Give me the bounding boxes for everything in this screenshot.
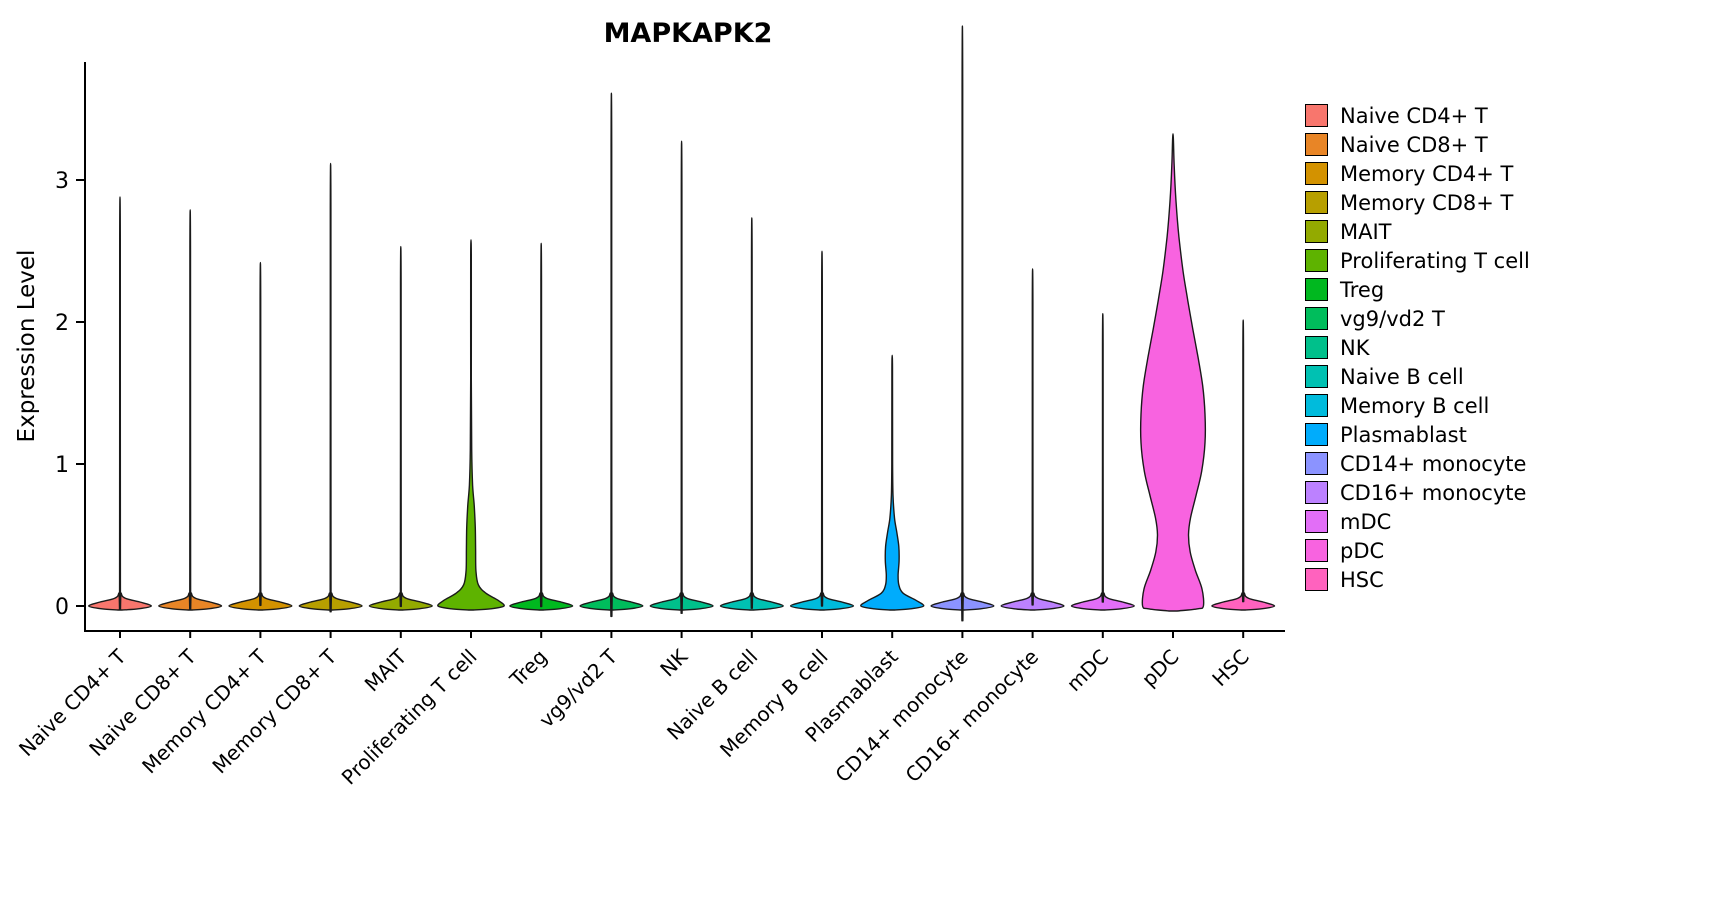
violin-proliferating-t-cell [437, 239, 505, 611]
x-tick-label: Memory CD4+ T [137, 644, 271, 778]
legend-label: pDC [1340, 538, 1385, 563]
legend-label: Memory CD8+ T [1340, 190, 1514, 215]
y-tick-label: 0 [55, 595, 69, 620]
y-axis-label: Expression Level [14, 250, 40, 443]
legend-swatch [1305, 481, 1328, 504]
x-tick-label: pDC [1137, 645, 1184, 692]
legend-item: vg9/vd2 T [1305, 304, 1530, 333]
violin-cd16-monocyte [1000, 268, 1065, 611]
legend-item: CD16+ monocyte [1305, 478, 1530, 507]
legend-label: mDC [1340, 509, 1392, 534]
legend-label: vg9/vd2 T [1340, 306, 1445, 331]
x-tick-label: vg9/vd2 T [534, 644, 622, 732]
violin-naive-cd8-t [158, 209, 223, 611]
violin-mdc [1070, 313, 1135, 611]
violin-mait [368, 245, 433, 611]
legend-item: Naive CD4+ T [1305, 101, 1530, 130]
legend-item: Memory CD4+ T [1305, 159, 1530, 188]
axes [76, 62, 1285, 638]
x-tick-label: NK [655, 644, 692, 681]
legend-item: Plasmablast [1305, 420, 1530, 449]
legend-item: NK [1305, 333, 1530, 362]
legend-swatch [1305, 510, 1328, 533]
y-axis-tick-labels: 0 1 2 3 [55, 169, 69, 620]
legend-swatch [1305, 162, 1328, 185]
x-tick-label: Treg [504, 645, 551, 692]
legend-item: Memory CD8+ T [1305, 188, 1530, 217]
legend-label: Memory CD4+ T [1340, 161, 1514, 186]
legend-swatch [1305, 307, 1328, 330]
violin-memory-cd8-t [298, 162, 363, 613]
legend-swatch [1305, 336, 1328, 359]
legend-label: Proliferating T cell [1340, 248, 1530, 273]
legend-swatch [1305, 365, 1328, 388]
legend-swatch [1305, 452, 1328, 475]
violin-pdc [1139, 133, 1207, 612]
legend-item: mDC [1305, 507, 1530, 536]
legend-label: Treg [1340, 277, 1385, 302]
legend-swatch [1305, 249, 1328, 272]
legend-label: Naive CD4+ T [1340, 103, 1488, 128]
legend-label: Naive B cell [1340, 364, 1464, 389]
legend-label: HSC [1340, 567, 1384, 592]
legend-item: Naive B cell [1305, 362, 1530, 391]
y-tick-label: 3 [55, 169, 69, 194]
legend-swatch [1305, 133, 1328, 156]
legend-swatch [1305, 539, 1328, 562]
violin-plasmablast [860, 354, 925, 611]
violin-memory-b-cell [789, 250, 855, 611]
violin-vg9-vd2-t [579, 92, 644, 617]
legend-label: CD14+ monocyte [1340, 451, 1527, 476]
x-tick-label: HSC [1207, 645, 1253, 691]
legend-item: HSC [1305, 565, 1530, 594]
legend-swatch [1305, 278, 1328, 301]
legend-label: Naive CD8+ T [1340, 132, 1488, 157]
legend-label: Plasmablast [1340, 422, 1467, 447]
x-tick-label: Proliferating T cell [337, 645, 482, 790]
legend-swatch [1305, 394, 1328, 417]
violin-cd14-monocyte [930, 25, 995, 622]
legend-swatch [1305, 423, 1328, 446]
legend-label: Memory B cell [1340, 393, 1490, 418]
legend-swatch [1305, 104, 1328, 127]
violin-nk [649, 140, 714, 614]
y-tick-label: 2 [55, 311, 69, 336]
x-tick-label: mDC [1062, 645, 1114, 697]
legend-item: Memory B cell [1305, 391, 1530, 420]
x-tick-label: MAIT [360, 644, 412, 696]
violin-memory-cd4-t [228, 261, 293, 611]
violin-hsc [1211, 319, 1276, 611]
chart-title: MAPKAPK2 [604, 18, 773, 49]
x-tick-label: CD16+ monocyte [901, 645, 1044, 788]
violin-naive-b-cell [719, 217, 784, 611]
legend-item: CD14+ monocyte [1305, 449, 1530, 478]
legend-swatch [1305, 191, 1328, 214]
legend-item: MAIT [1305, 217, 1530, 246]
x-tick-label: Memory CD8+ T [207, 644, 341, 778]
legend-item: Naive CD8+ T [1305, 130, 1530, 159]
legend: Naive CD4+ T Naive CD8+ T Memory CD4+ T Mem… [1305, 101, 1530, 594]
legend-swatch [1305, 568, 1328, 591]
y-tick-label: 1 [55, 453, 69, 478]
legend-label: CD16+ monocyte [1340, 480, 1527, 505]
legend-item: Treg [1305, 275, 1530, 304]
legend-item: Proliferating T cell [1305, 246, 1530, 275]
violin-treg [509, 242, 574, 611]
legend-swatch [1305, 220, 1328, 243]
legend-item: pDC [1305, 536, 1530, 565]
violin-naive-cd4-t [87, 196, 153, 611]
legend-label: MAIT [1340, 219, 1392, 244]
violins-group [87, 25, 1276, 622]
x-tick-label: CD14+ monocyte [830, 645, 973, 788]
legend-label: NK [1340, 335, 1370, 360]
